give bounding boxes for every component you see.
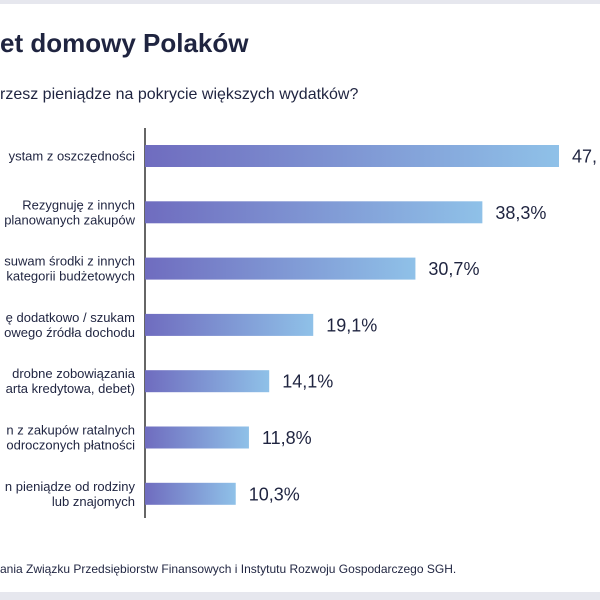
value-label-6: 10,3% bbox=[249, 484, 300, 504]
category-label-5-0: n z zakupów ratalnych bbox=[6, 423, 135, 438]
chart-title: et domowy Polaków bbox=[0, 28, 249, 58]
source-note: ania Związku Przedsiębiorstw Finansowych… bbox=[0, 562, 457, 576]
category-label-2-1: kategorii budżetowych bbox=[6, 269, 135, 284]
category-label-0-0: ystam z oszczędności bbox=[9, 149, 136, 164]
value-label-4: 14,1% bbox=[282, 372, 333, 392]
category-label-2-0: suwam środki z innych bbox=[4, 254, 135, 269]
bars-group: ystam z oszczędności 47, Rezygnuję z innyc… bbox=[4, 145, 597, 509]
category-label-6-1: lub znajomych bbox=[52, 494, 135, 509]
category-label-3-1: owego źródła dochodu bbox=[4, 325, 135, 340]
category-label-6-0: n pieniądze od rodziny bbox=[5, 479, 136, 494]
category-label-5-1: odroczonych płatności bbox=[6, 438, 135, 453]
bar-6 bbox=[145, 482, 236, 505]
category-label-1-1: planowanych zakupów bbox=[4, 212, 135, 227]
category-label-4-0: drobne zobowiązania bbox=[12, 366, 136, 381]
chart-subtitle: rzesz pieniądze na pokrycie większych wy… bbox=[0, 86, 359, 103]
value-label-1: 38,3% bbox=[495, 203, 546, 223]
bar-5 bbox=[145, 426, 249, 449]
value-label-2: 30,7% bbox=[428, 259, 479, 279]
bar-0 bbox=[145, 145, 559, 167]
top-divider bbox=[0, 0, 600, 4]
bottom-divider bbox=[0, 592, 600, 600]
category-label-1-0: Rezygnuję z innych bbox=[22, 197, 135, 212]
bar-1 bbox=[145, 201, 483, 224]
value-label-3: 19,1% bbox=[326, 315, 377, 335]
category-label-3-0: ę dodatkowo / szukam bbox=[6, 310, 135, 325]
bar-2 bbox=[145, 257, 416, 280]
bar-4 bbox=[145, 370, 270, 393]
bar-3 bbox=[145, 313, 314, 336]
category-label-4-1: arta kredytowa, debet) bbox=[6, 381, 135, 396]
value-label-0: 47, bbox=[572, 147, 597, 167]
value-label-5: 11,8% bbox=[262, 428, 312, 448]
